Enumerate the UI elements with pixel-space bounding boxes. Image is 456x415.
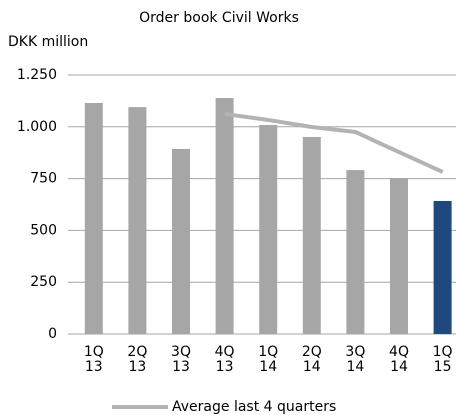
- y-tick-label: 1.000: [17, 119, 57, 135]
- y-tick-label: 1.250: [17, 67, 57, 83]
- bar: [259, 124, 278, 334]
- x-tick-label: 2Q: [302, 344, 322, 360]
- x-tick-label: 4Q: [389, 344, 409, 360]
- legend-label: Average last 4 quarters: [172, 399, 336, 415]
- y-tick-label: 250: [30, 274, 57, 290]
- x-tick-label: 2Q: [127, 344, 147, 360]
- x-tick-label: 3Q: [171, 344, 191, 360]
- x-tick-label: 15: [434, 359, 452, 375]
- x-tick-label: 1Q: [84, 344, 104, 360]
- x-tick-label: 14: [346, 359, 364, 375]
- bar: [390, 177, 408, 334]
- bar: [172, 148, 190, 334]
- y-tick-label: 750: [30, 171, 57, 187]
- bar: [346, 170, 365, 334]
- x-tick-label: 3Q: [345, 344, 365, 360]
- bar: [302, 136, 321, 334]
- bar: [433, 200, 452, 334]
- x-tick-label: 13: [172, 359, 190, 375]
- x-tick-label: 14: [390, 359, 408, 375]
- x-tick-label: 13: [85, 359, 103, 375]
- x-tick-label: 14: [259, 359, 277, 375]
- y-axis-label: DKK million: [8, 34, 88, 50]
- line: [224, 111, 444, 174]
- chart-title: Order book Civil Works: [139, 10, 299, 26]
- y-tick-label: 0: [48, 326, 57, 342]
- x-tick-label: 13: [128, 359, 146, 375]
- x-tick-label: 13: [216, 359, 234, 375]
- bar: [128, 107, 147, 334]
- x-tick-label: 1Q: [258, 344, 278, 360]
- x-tick-label: 1Q: [433, 344, 453, 360]
- x-tick-label: 4Q: [215, 344, 235, 360]
- y-tick-label: 500: [30, 222, 57, 238]
- bar: [84, 102, 103, 334]
- x-tick-label: 14: [303, 359, 321, 375]
- bar: [215, 97, 234, 334]
